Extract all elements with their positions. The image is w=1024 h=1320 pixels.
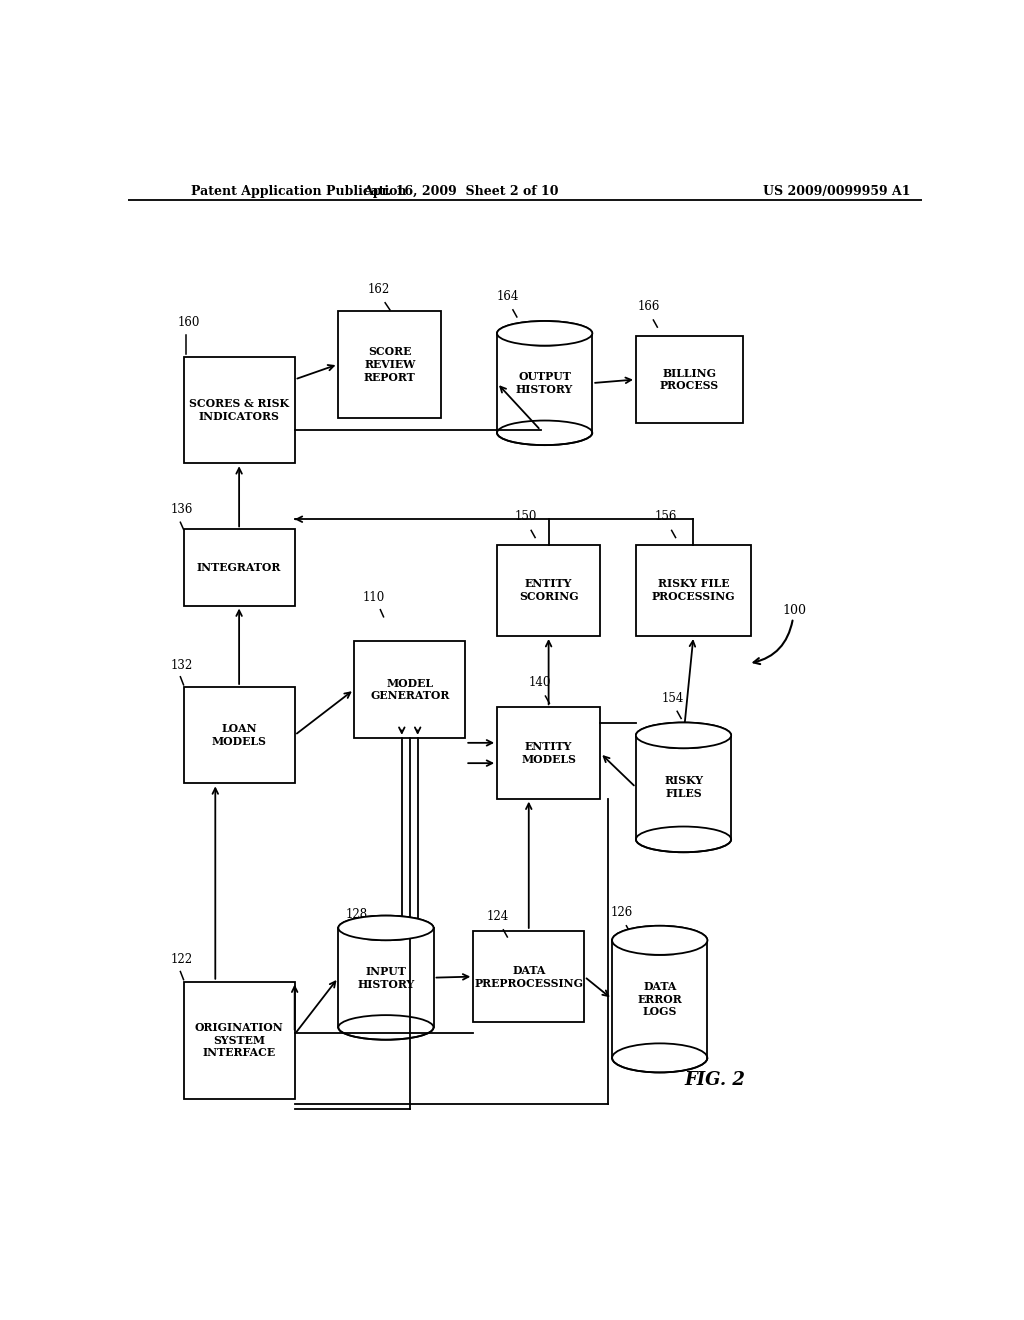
Ellipse shape [497, 321, 592, 346]
Text: 110: 110 [362, 590, 385, 603]
Text: RISKY
FILES: RISKY FILES [664, 775, 703, 800]
Text: 132: 132 [171, 659, 194, 672]
Text: DATA
ERROR
LOGS: DATA ERROR LOGS [637, 981, 682, 1018]
Text: SCORES & RISK
INDICATORS: SCORES & RISK INDICATORS [189, 399, 289, 422]
Text: 100: 100 [782, 605, 807, 618]
Ellipse shape [497, 321, 592, 346]
Ellipse shape [636, 826, 731, 853]
Text: ORIGINATION
SYSTEM
INTERFACE: ORIGINATION SYSTEM INTERFACE [195, 1022, 284, 1059]
Ellipse shape [612, 925, 708, 954]
Bar [497, 334, 592, 433]
Text: 126: 126 [610, 906, 633, 919]
Text: SCORE
REVIEW
REPORT: SCORE REVIEW REPORT [364, 346, 416, 383]
Text: 140: 140 [528, 676, 551, 689]
Ellipse shape [338, 1015, 433, 1040]
Text: FIG. 2: FIG. 2 [685, 1072, 745, 1089]
Bar [473, 931, 585, 1022]
Text: 124: 124 [486, 909, 509, 923]
Bar [354, 642, 465, 738]
Ellipse shape [338, 916, 433, 940]
Ellipse shape [338, 916, 433, 940]
Text: INPUT
HISTORY: INPUT HISTORY [357, 966, 415, 990]
Bar [497, 545, 600, 636]
Bar [612, 940, 708, 954]
Ellipse shape [636, 722, 731, 748]
Bar [497, 334, 592, 346]
Bar [636, 545, 751, 636]
Bar [338, 928, 433, 940]
Text: 122: 122 [171, 953, 193, 966]
Text: 154: 154 [662, 692, 684, 705]
Ellipse shape [612, 925, 708, 954]
Text: MODEL
GENERATOR: MODEL GENERATOR [370, 677, 450, 701]
Text: DATA
PREPROCESSING: DATA PREPROCESSING [474, 965, 584, 989]
Text: 156: 156 [655, 511, 677, 523]
Text: 166: 166 [638, 300, 659, 313]
Text: OUTPUT
HISTORY: OUTPUT HISTORY [516, 371, 573, 395]
Ellipse shape [497, 421, 592, 445]
Text: LOAN
MODELS: LOAN MODELS [212, 723, 266, 747]
Text: Apr. 16, 2009  Sheet 2 of 10: Apr. 16, 2009 Sheet 2 of 10 [364, 185, 559, 198]
Text: 164: 164 [497, 289, 518, 302]
Text: 162: 162 [368, 282, 390, 296]
Text: RISKY FILE
PROCESSING: RISKY FILE PROCESSING [651, 578, 735, 602]
Bar [612, 940, 708, 1057]
Text: INTEGRATOR: INTEGRATOR [197, 562, 282, 573]
Bar [636, 337, 743, 422]
Bar [183, 982, 295, 1098]
Text: 160: 160 [177, 317, 200, 329]
Ellipse shape [612, 1043, 708, 1072]
Text: Patent Application Publication: Patent Application Publication [191, 185, 407, 198]
Text: US 2009/0099959 A1: US 2009/0099959 A1 [763, 185, 910, 198]
Bar [338, 928, 433, 1027]
Bar [338, 312, 441, 417]
Ellipse shape [636, 722, 731, 748]
Text: 136: 136 [171, 503, 194, 516]
Text: ENTITY
MODELS: ENTITY MODELS [521, 741, 577, 764]
Bar [183, 356, 295, 463]
Bar [183, 529, 295, 606]
Text: 128: 128 [345, 908, 368, 921]
Bar [497, 708, 600, 799]
Bar [183, 686, 295, 784]
Text: ENTITY
SCORING: ENTITY SCORING [519, 578, 579, 602]
Bar [636, 735, 731, 840]
Text: BILLING
PROCESS: BILLING PROCESS [659, 367, 719, 391]
Text: 150: 150 [514, 511, 537, 523]
Bar [636, 735, 731, 748]
